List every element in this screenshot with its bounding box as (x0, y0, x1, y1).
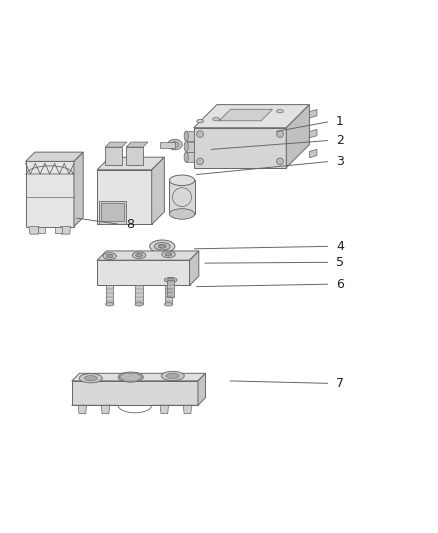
Polygon shape (25, 166, 74, 174)
Ellipse shape (164, 303, 173, 306)
Polygon shape (126, 142, 148, 147)
Polygon shape (72, 381, 198, 405)
Ellipse shape (162, 251, 175, 258)
Polygon shape (198, 373, 205, 405)
Ellipse shape (167, 278, 174, 281)
Circle shape (277, 158, 283, 165)
Polygon shape (186, 152, 194, 162)
Polygon shape (97, 157, 164, 170)
Polygon shape (25, 161, 74, 227)
Text: 4: 4 (336, 240, 344, 253)
Polygon shape (286, 104, 309, 168)
Polygon shape (38, 227, 45, 233)
Ellipse shape (166, 374, 179, 378)
Text: 2: 2 (336, 134, 344, 147)
Polygon shape (165, 286, 172, 304)
Polygon shape (309, 109, 317, 118)
Ellipse shape (85, 376, 97, 381)
Polygon shape (29, 227, 39, 234)
Polygon shape (160, 405, 169, 414)
Ellipse shape (106, 254, 113, 258)
Polygon shape (167, 280, 174, 297)
Polygon shape (135, 286, 143, 304)
Ellipse shape (171, 142, 179, 148)
Polygon shape (183, 405, 192, 414)
Ellipse shape (103, 253, 117, 260)
Text: 3: 3 (336, 155, 344, 168)
Polygon shape (106, 286, 113, 304)
Polygon shape (119, 373, 142, 381)
Polygon shape (160, 142, 175, 148)
Ellipse shape (124, 374, 138, 380)
Polygon shape (97, 170, 152, 224)
Ellipse shape (184, 131, 188, 141)
Text: 8: 8 (126, 218, 134, 231)
Polygon shape (194, 104, 309, 128)
Ellipse shape (213, 117, 219, 121)
Polygon shape (72, 373, 205, 381)
Polygon shape (105, 142, 127, 147)
Polygon shape (55, 227, 61, 233)
Ellipse shape (261, 111, 267, 115)
Polygon shape (219, 109, 272, 121)
Ellipse shape (161, 372, 184, 381)
Ellipse shape (170, 209, 194, 219)
Ellipse shape (106, 303, 114, 306)
Ellipse shape (245, 114, 251, 117)
Ellipse shape (197, 119, 203, 123)
Ellipse shape (154, 243, 170, 250)
Polygon shape (105, 147, 122, 165)
Polygon shape (170, 180, 194, 214)
Text: 7: 7 (336, 377, 344, 390)
Polygon shape (97, 260, 190, 286)
Polygon shape (194, 128, 286, 168)
Ellipse shape (132, 252, 146, 259)
Polygon shape (186, 142, 194, 152)
Ellipse shape (165, 253, 172, 256)
Ellipse shape (135, 303, 143, 306)
Text: 6: 6 (336, 278, 344, 290)
Polygon shape (309, 149, 317, 158)
Polygon shape (101, 204, 124, 221)
Ellipse shape (118, 372, 143, 382)
Polygon shape (97, 251, 199, 260)
Ellipse shape (150, 240, 175, 253)
Ellipse shape (159, 245, 166, 248)
Ellipse shape (229, 116, 235, 119)
Text: 5: 5 (336, 256, 344, 269)
Polygon shape (60, 227, 71, 234)
Ellipse shape (184, 142, 188, 152)
Polygon shape (190, 251, 199, 286)
Ellipse shape (277, 109, 283, 113)
Ellipse shape (164, 278, 177, 282)
Polygon shape (126, 147, 143, 165)
Polygon shape (74, 152, 83, 227)
Polygon shape (309, 130, 317, 138)
Ellipse shape (170, 175, 194, 185)
Polygon shape (25, 152, 83, 161)
Circle shape (277, 131, 283, 138)
Polygon shape (78, 405, 87, 414)
Text: 1: 1 (336, 115, 344, 128)
Ellipse shape (184, 152, 188, 162)
Polygon shape (152, 157, 164, 224)
Polygon shape (186, 131, 194, 141)
Ellipse shape (136, 254, 142, 257)
Polygon shape (99, 201, 127, 224)
Ellipse shape (79, 374, 102, 383)
Circle shape (197, 131, 203, 138)
Circle shape (197, 158, 203, 165)
Ellipse shape (167, 139, 182, 150)
Polygon shape (101, 405, 110, 414)
